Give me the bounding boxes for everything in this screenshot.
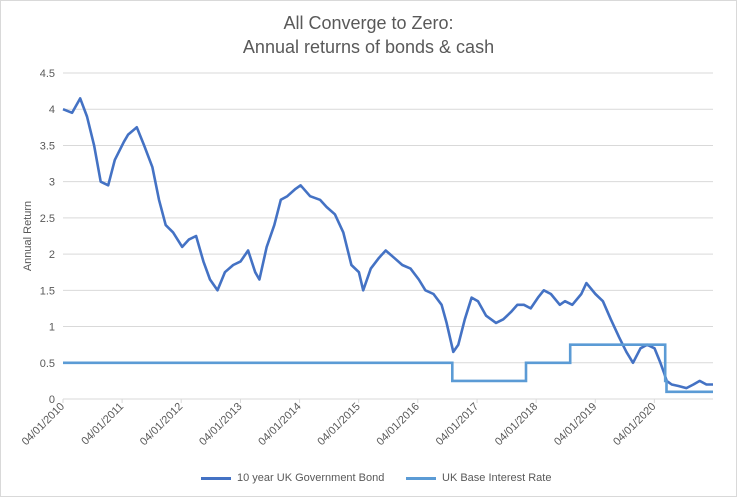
y-axis-label: Annual Return xyxy=(22,201,34,271)
legend: 10 year UK Government Bond UK Base Inter… xyxy=(1,472,736,488)
y-tick-label: 1.5 xyxy=(40,285,55,297)
x-tick-label: 04/01/2020 xyxy=(611,401,658,448)
y-tick-label: 2 xyxy=(49,249,55,261)
y-tick-label: 0 xyxy=(49,394,55,406)
chart-subtitle: Annual returns of bonds & cash xyxy=(242,37,495,57)
x-tick-label: 04/01/2013 xyxy=(197,401,244,448)
y-tick-label: 4 xyxy=(49,104,55,116)
x-tick-label: 04/01/2010 xyxy=(20,401,67,448)
legend-item-rate: UK Base Interest Rate xyxy=(406,472,551,484)
x-tick-label: 04/01/2017 xyxy=(434,401,481,448)
chart-title: All Converge to Zero: xyxy=(283,13,454,33)
y-tick-label: 4.5 xyxy=(40,68,55,80)
x-tick-label: 04/01/2014 xyxy=(256,401,303,448)
legend-item-bond: 10 year UK Government Bond xyxy=(201,472,384,484)
y-tick-label: 2.5 xyxy=(40,213,55,225)
legend-label-rate: UK Base Interest Rate xyxy=(442,472,552,484)
x-tick-label: 04/01/2015 xyxy=(315,401,362,448)
y-tick-label: 3 xyxy=(49,177,55,189)
x-tick-label: 04/01/2018 xyxy=(493,401,540,448)
series-line-rate xyxy=(63,343,713,394)
line-chart: 0 0.5 1 1.5 2 2.5 3 3.5 4 4.5 Annual Return 04/01/2… xyxy=(20,68,713,448)
x-tick-label: 04/01/2012 xyxy=(138,401,185,448)
legend-swatch-rate xyxy=(406,476,436,480)
series-line-bond xyxy=(62,97,713,390)
x-tick-label: 04/01/2016 xyxy=(374,401,421,448)
y-tick-label: 1 xyxy=(49,322,55,334)
x-tick-label: 04/01/2019 xyxy=(552,401,599,448)
legend-label-bond: 10 year UK Government Bond xyxy=(237,472,385,484)
legend-swatch-bond xyxy=(201,476,231,480)
y-tick-label: 3.5 xyxy=(40,140,55,152)
y-tick-label: 0.5 xyxy=(40,358,55,370)
x-tick-label: 04/01/2011 xyxy=(79,401,126,448)
